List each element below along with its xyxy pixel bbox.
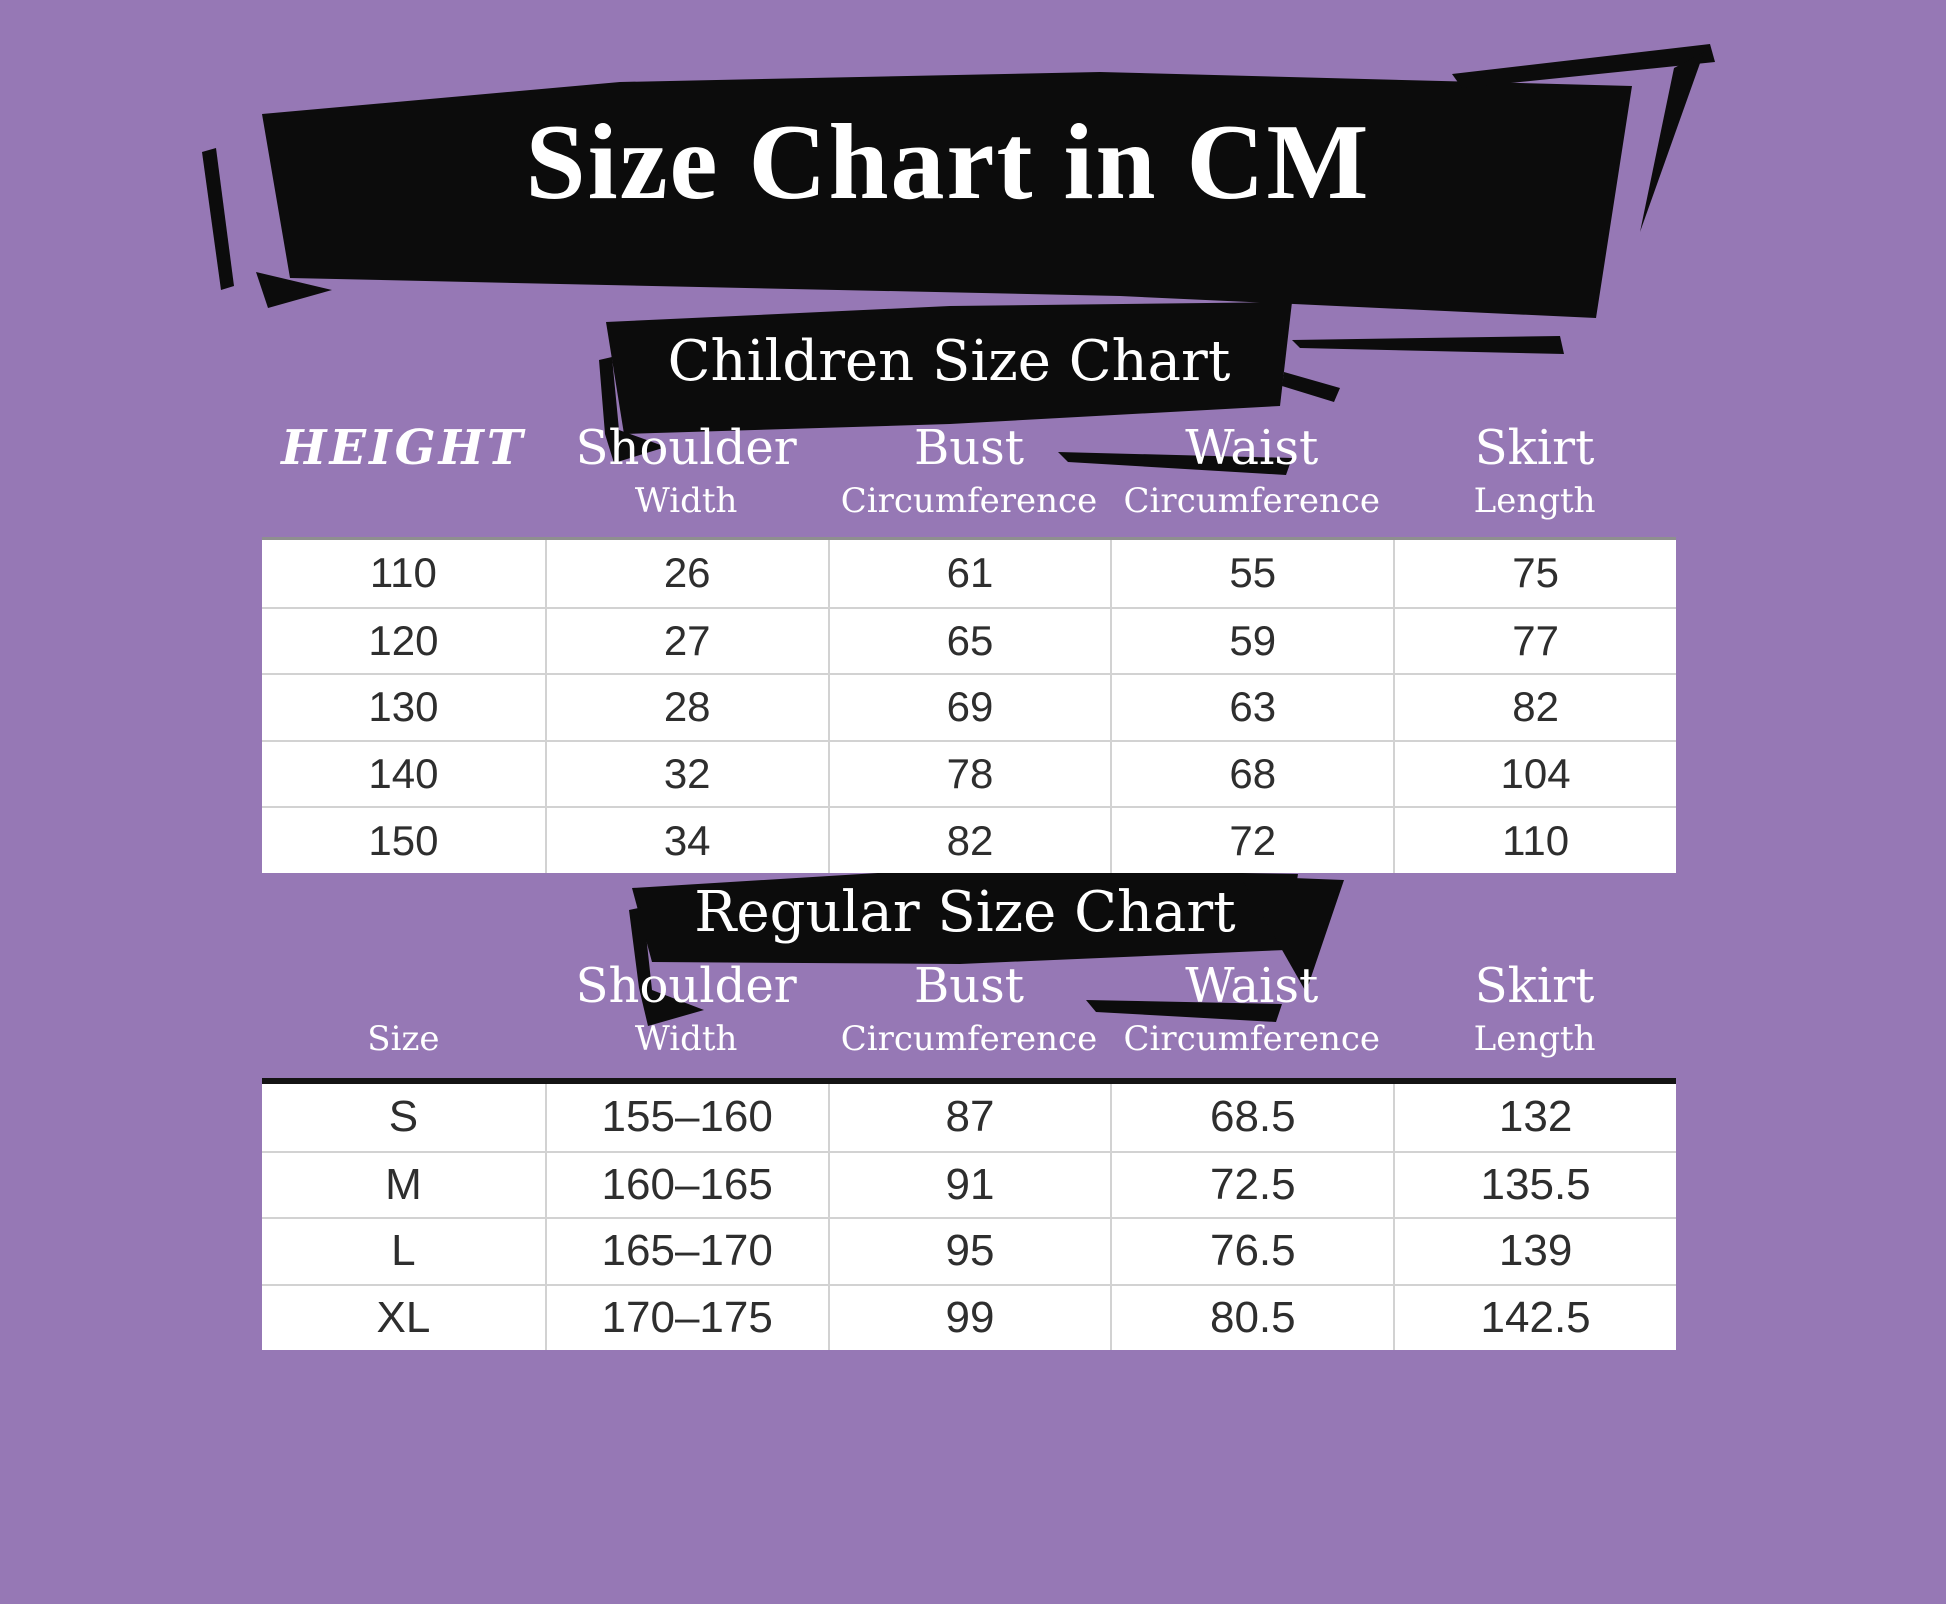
table-cell: 142.5 — [1393, 1283, 1676, 1350]
regular-header-waist-line1: Waist — [1185, 958, 1319, 1014]
regular-header-skirt: Skirt Length — [1393, 956, 1676, 1062]
regular-size-table: S 155–160 87 68.5 132 M 160–165 91 72.5 … — [262, 1078, 1676, 1350]
regular-header-shoulder-line1: Shoulder — [575, 958, 797, 1014]
regular-header-bust: Bust Circumference — [828, 956, 1111, 1062]
table-cell: 77 — [1393, 606, 1676, 674]
table-cell: 65 — [827, 606, 1111, 674]
children-table-header-row: HEIGHT Shoulder Width Bust Circumference… — [262, 418, 1676, 524]
regular-banner-swoosh — [1086, 1000, 1282, 1022]
regular-header-shoulder-width: Shoulder Width — [545, 956, 828, 1062]
table-cell: 135.5 — [1393, 1150, 1676, 1217]
table-cell: 130 — [262, 673, 545, 740]
table-cell: 120 — [262, 606, 545, 674]
regular-chart-banner-title: Regular Size Chart — [694, 880, 1236, 945]
regular-header-bust-line1: Bust — [913, 958, 1025, 1014]
table-cell: 104 — [1393, 739, 1676, 807]
table-cell: 63 — [1110, 673, 1394, 740]
table-cell: S — [388, 1092, 419, 1142]
table-cell: 80.5 — [1110, 1283, 1394, 1350]
table-cell: 68 — [1110, 739, 1394, 807]
children-header-height-line2 — [262, 478, 545, 524]
table-cell: 91 — [827, 1150, 1111, 1217]
title-banner-topright-stroke — [1452, 44, 1715, 88]
table-cell: 27 — [544, 606, 828, 674]
children-header-skirt: Skirt Length — [1393, 418, 1676, 524]
regular-header-size-line2: Size — [367, 1019, 440, 1059]
table-cell: 78 — [827, 739, 1111, 807]
title-banner-topright-spike — [1640, 52, 1704, 232]
children-chart-banner-title: Children Size Chart — [667, 329, 1231, 394]
table-cell: 55 — [1110, 540, 1393, 607]
table-cell: 82 — [1393, 673, 1676, 740]
regular-header-shoulder-line2: Width — [634, 1019, 738, 1059]
children-size-table: 110 26 61 55 75 120 27 65 59 77 130 28 6… — [262, 537, 1676, 873]
table-cell: 82 — [827, 806, 1111, 873]
regular-header-bust-line2: Circumference — [840, 1019, 1098, 1059]
regular-header-waist-line2: Circumference — [1123, 1019, 1381, 1059]
table-cell: 26 — [544, 540, 828, 607]
regular-banner-shape — [632, 868, 1298, 964]
table-cell: 140 — [262, 739, 545, 807]
regular-table-header-row: Size Shoulder Width Bust Circumference W… — [262, 956, 1676, 1062]
children-header-bust-line2: Circumference — [840, 481, 1098, 521]
children-banner-shape — [606, 302, 1292, 434]
table-cell: 165–170 — [544, 1217, 828, 1284]
children-header-shoulder-width: Shoulder Width — [545, 418, 828, 524]
table-cell: 150 — [262, 806, 545, 873]
table-cell: XL — [262, 1283, 545, 1351]
regular-header-size-line1 — [262, 956, 545, 1016]
table-cell: 59 — [1110, 606, 1394, 674]
table-cell: 99 — [827, 1283, 1111, 1350]
children-header-height: HEIGHT — [262, 418, 545, 524]
table-cell: 132 — [1393, 1084, 1676, 1151]
children-header-waist-line1: Waist — [1185, 420, 1319, 476]
poster-title: Size Chart in CM — [525, 103, 1371, 222]
title-banner-left-spike — [256, 272, 332, 308]
table-cell: 72 — [1110, 806, 1394, 873]
children-header-skirt-line2: Length — [1473, 481, 1596, 521]
regular-banner-ribbon-spike — [1240, 876, 1344, 992]
children-header-skirt-line1: Skirt — [1474, 420, 1595, 476]
table-cell: 68.5 — [1110, 1084, 1393, 1151]
table-cell: 76.5 — [1110, 1217, 1394, 1284]
regular-header-skirt-line1: Skirt — [1474, 958, 1595, 1014]
children-header-bust-line1: Bust — [913, 420, 1025, 476]
table-cell: 61 — [827, 540, 1111, 607]
regular-header-waist: Waist Circumference — [1110, 956, 1393, 1062]
children-header-waist-line2: Circumference — [1123, 481, 1381, 521]
table-cell: 95 — [827, 1217, 1111, 1284]
title-banner-left-sliver — [202, 148, 234, 290]
children-header-height-line1: HEIGHT — [281, 420, 526, 476]
table-cell: 72.5 — [1110, 1150, 1394, 1217]
table-cell: 28 — [544, 673, 828, 740]
table-cell: M — [262, 1150, 545, 1218]
children-banner-right-sliver — [1282, 372, 1340, 402]
table-cell: 110 — [369, 549, 437, 597]
table-cell: 69 — [827, 673, 1111, 740]
table-cell: L — [262, 1217, 545, 1284]
title-banner-underline-swoosh — [1292, 336, 1564, 354]
regular-header-skirt-line2: Length — [1473, 1019, 1596, 1059]
table-cell: 160–165 — [544, 1150, 828, 1217]
table-cell: 110 — [1393, 806, 1676, 873]
children-banner-swoosh — [1058, 452, 1292, 475]
regular-header-size: Size — [262, 956, 545, 1062]
children-header-shoulder-line1: Shoulder — [575, 420, 797, 476]
regular-banner-left-spike — [629, 907, 704, 1026]
table-cell: 170–175 — [544, 1283, 828, 1350]
children-header-bust: Bust Circumference — [828, 418, 1111, 524]
table-cell: 32 — [544, 739, 828, 807]
table-cell: 87 — [827, 1084, 1111, 1151]
children-banner-left-spike — [599, 357, 666, 463]
table-cell: 34 — [544, 806, 828, 873]
children-header-shoulder-line2: Width — [634, 481, 738, 521]
table-cell: 139 — [1393, 1217, 1676, 1284]
title-banner-shape — [262, 72, 1632, 318]
table-cell: 155–160 — [544, 1084, 828, 1151]
children-header-waist: Waist Circumference — [1110, 418, 1393, 524]
table-cell: 75 — [1393, 540, 1676, 607]
